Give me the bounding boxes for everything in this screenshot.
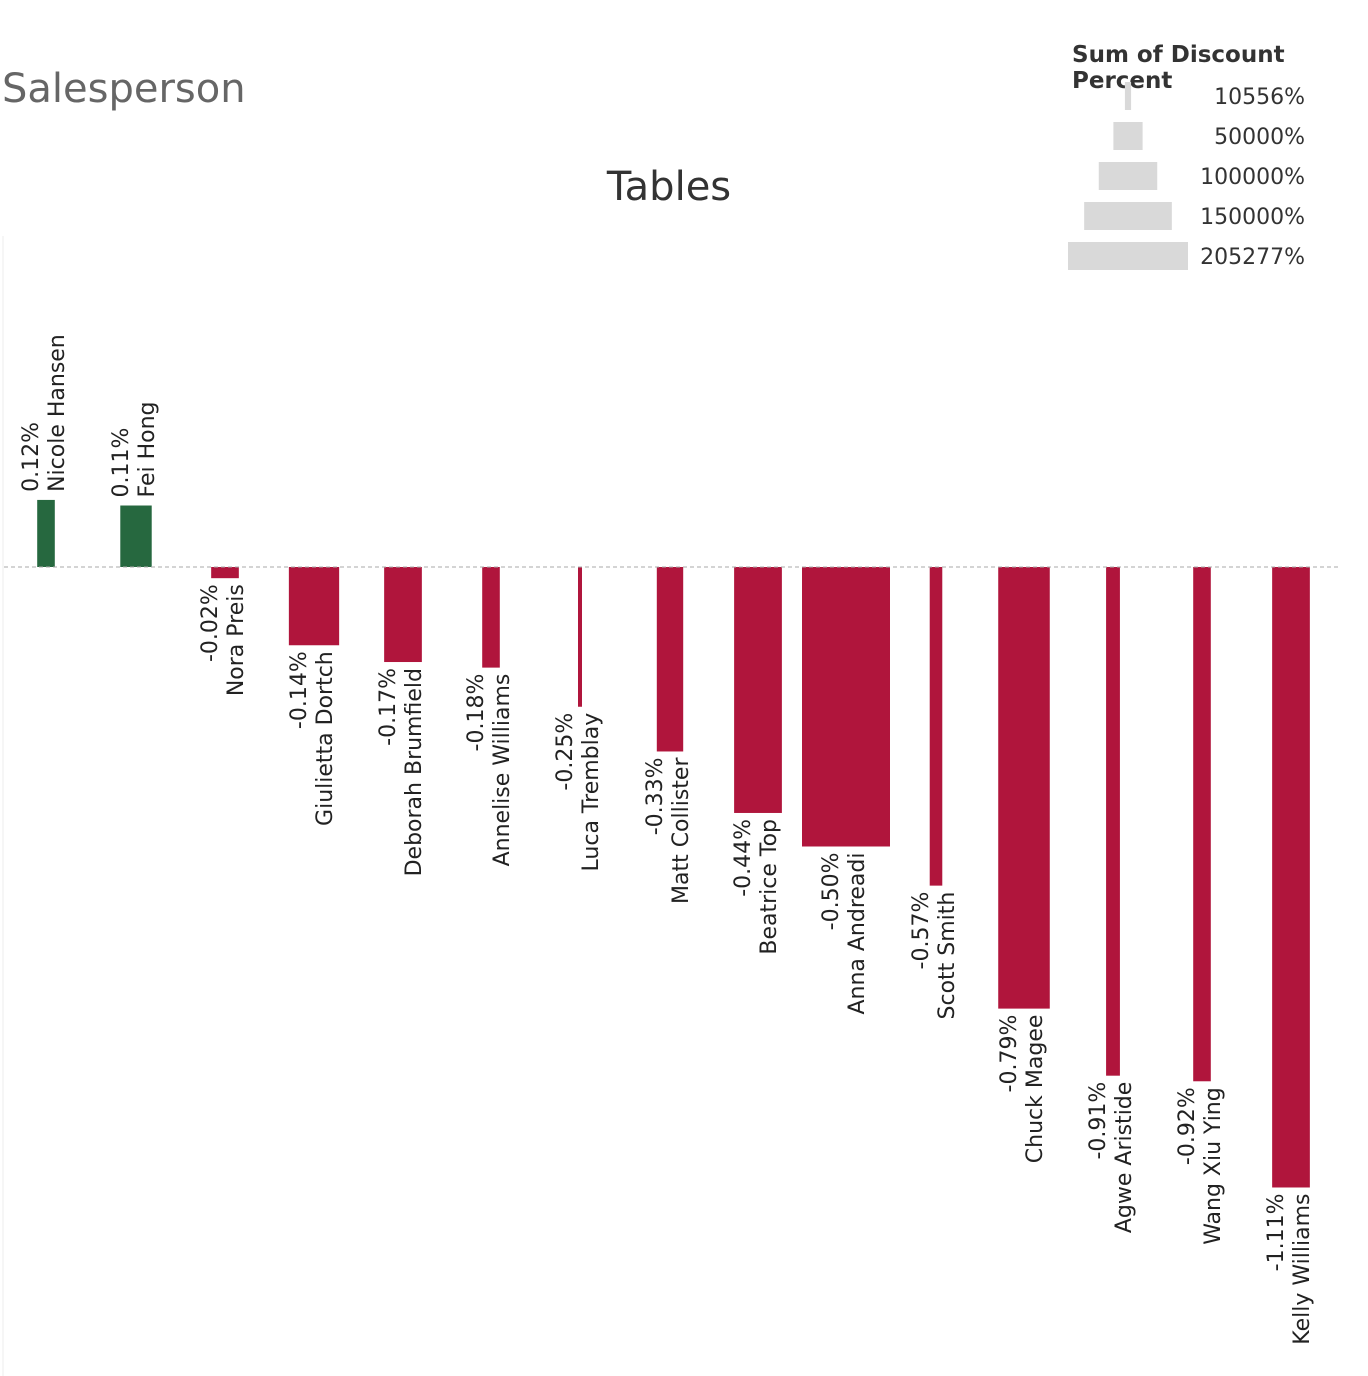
bar-category-label: Agwe Aristide xyxy=(1112,1082,1137,1233)
legend-label: 50000% xyxy=(1214,125,1305,150)
bar xyxy=(384,567,422,663)
legend-label: 100000% xyxy=(1200,165,1305,190)
bar xyxy=(578,567,582,707)
bar-category-label: Chuck Magee xyxy=(1023,1015,1048,1164)
legend-swatch xyxy=(1068,242,1188,270)
size-legend-title: Sum of Discount Percent xyxy=(1072,42,1285,94)
bar-category-label: Nicole Hansen xyxy=(45,334,70,492)
legend-label: 150000% xyxy=(1200,205,1305,230)
bar-category-label: Annelise Williams xyxy=(490,674,515,867)
bar-category-label: Fei Hong xyxy=(135,401,160,497)
bar-category-label: Giulietta Dortch xyxy=(313,651,338,826)
bar-value-label: -0.50% xyxy=(819,853,844,931)
bar-value-label: -0.91% xyxy=(1086,1082,1111,1160)
legend-label: 205277% xyxy=(1200,245,1305,270)
bar-category-label: Matt Collister xyxy=(669,757,694,904)
bar-value-label: -0.18% xyxy=(464,674,489,752)
bar xyxy=(120,505,152,567)
bar-category-label: Scott Smith xyxy=(935,892,960,1020)
bar xyxy=(929,567,943,886)
bar-value-label: 0.11% xyxy=(109,428,134,498)
bar-category-label: Wang Xiu Ying xyxy=(1201,1087,1226,1245)
bar-value-label: -0.92% xyxy=(1175,1087,1200,1165)
bar xyxy=(1272,567,1310,1188)
bar xyxy=(482,567,500,668)
bar xyxy=(734,567,782,813)
bar-value-label: 0.12% xyxy=(19,422,44,492)
bar-category-label: Nora Preis xyxy=(224,584,249,696)
bar-value-label: -1.11% xyxy=(1264,1193,1289,1271)
bar-value-label: -0.17% xyxy=(376,668,401,746)
legend-swatch xyxy=(1084,202,1172,230)
legend-swatch xyxy=(1124,82,1132,110)
chart-title: Tables xyxy=(606,164,732,210)
bar-value-label: -0.33% xyxy=(643,757,668,835)
bar-category-label: Luca Tremblay xyxy=(579,713,604,872)
bar xyxy=(802,567,890,847)
bar xyxy=(37,499,55,567)
bar xyxy=(656,567,684,752)
bar xyxy=(998,567,1050,1009)
bar-category-label: Beatrice Top xyxy=(757,819,782,955)
legend-swatch xyxy=(1113,122,1143,150)
bar-value-label: -0.25% xyxy=(553,713,578,791)
bar-category-label: Deborah Brumfield xyxy=(402,668,427,876)
bar-value-label: -0.44% xyxy=(731,819,756,897)
legend-label: 10556% xyxy=(1214,85,1305,110)
bar xyxy=(1193,567,1211,1082)
bar-value-label: -0.57% xyxy=(909,892,934,970)
bar-category-label: Kelly Williams xyxy=(1290,1193,1315,1344)
bar xyxy=(288,567,340,646)
bar-value-label: -0.79% xyxy=(997,1015,1022,1093)
legend-swatch xyxy=(1098,162,1158,190)
bar xyxy=(1106,567,1120,1076)
bar-value-label: -0.14% xyxy=(287,651,312,729)
bar-category-label: Anna Andreadi xyxy=(845,853,870,1015)
bar-value-label: -0.02% xyxy=(198,584,223,662)
page-title: Salesperson xyxy=(2,66,246,112)
bar xyxy=(211,567,239,579)
